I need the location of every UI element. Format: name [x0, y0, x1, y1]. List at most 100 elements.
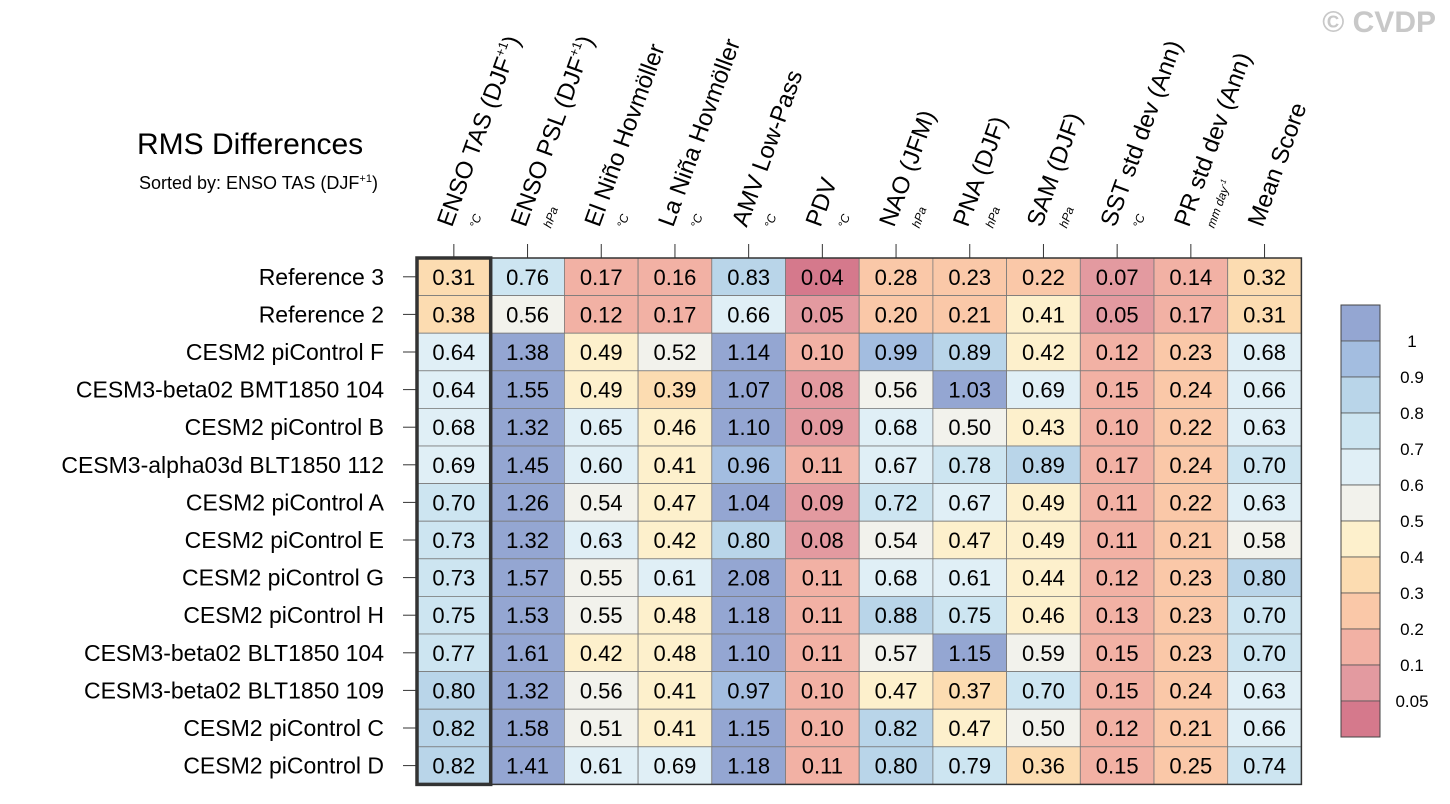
row-label: Reference 3 — [259, 264, 384, 290]
cell-value-label: 0.41 — [654, 453, 697, 478]
heatmap-cell — [637, 671, 713, 710]
column-unit: °C — [688, 212, 706, 230]
cell-value-label: 0.36 — [1022, 754, 1065, 779]
cell-value-label: 0.80 — [1243, 566, 1286, 591]
column-label: SAM (DJF) — [1022, 109, 1088, 230]
cell-value-label: 0.65 — [580, 415, 623, 440]
heatmap-cell — [1227, 633, 1302, 672]
column-label: La Niña Hovmöller — [653, 35, 746, 230]
heatmap-cell — [416, 746, 492, 785]
cell-value-label: 0.11 — [802, 453, 843, 478]
cell-value-label: 0.70 — [1243, 453, 1286, 478]
heatmap-cell — [637, 596, 713, 635]
cell-value-label: 1.41 — [506, 754, 549, 779]
heatmap-cell — [1006, 633, 1081, 672]
heatmap-cell — [1079, 483, 1155, 522]
colorbar-segment — [1340, 700, 1381, 738]
cell-value-label: 0.47 — [948, 716, 991, 741]
cell-value-label: 0.69 — [432, 453, 475, 478]
heatmap-cell — [1153, 257, 1229, 296]
cell-value-label: 0.80 — [875, 754, 918, 779]
cell-value-label: 0.24 — [1169, 453, 1212, 478]
heatmap-cell — [1006, 746, 1081, 785]
cell-value-label: 1.15 — [727, 716, 770, 741]
cell-value-label: 2.08 — [727, 566, 770, 591]
cell-value-label: 0.69 — [654, 754, 697, 779]
heatmap-cell — [858, 257, 934, 296]
colorbar-tick-label: 0.6 — [1400, 476, 1424, 495]
cell-value-label: 0.12 — [1096, 340, 1139, 365]
cell-value-label: 0.52 — [654, 340, 697, 365]
heatmap-cell — [1227, 257, 1302, 296]
cell-value-label: 0.42 — [580, 641, 623, 666]
heatmap-cell — [637, 445, 713, 484]
cell-value-label: 0.10 — [1096, 415, 1139, 440]
cell-value-label: 0.42 — [1022, 340, 1065, 365]
heatmap-cell — [490, 407, 565, 447]
heatmap-cell — [564, 558, 639, 597]
cell-value-label: 1.55 — [506, 378, 549, 403]
heatmap-cell — [785, 332, 860, 372]
colorbar-tick-label: 0.9 — [1400, 368, 1424, 387]
colorbar-segment — [1340, 520, 1381, 558]
cell-value-label: 0.51 — [580, 716, 623, 741]
cell-value-label: 0.46 — [1022, 603, 1065, 628]
row-label: CESM3-alpha03d BLT1850 112 — [61, 452, 384, 478]
heatmap-cell — [858, 633, 934, 672]
cell-value-label: 0.68 — [875, 415, 918, 440]
row-label: CESM2 piControl H — [183, 602, 384, 628]
cell-value-label: 0.15 — [1096, 678, 1139, 703]
cell-value-label: 0.61 — [948, 566, 991, 591]
cell-value-label: 0.73 — [432, 566, 475, 591]
cell-value-label: 0.89 — [1022, 453, 1065, 478]
cell-value-label: 0.41 — [654, 678, 697, 703]
cell-value-label: 0.47 — [654, 490, 697, 515]
heatmap-cell — [1006, 483, 1081, 522]
heatmap-cell — [932, 633, 1008, 672]
column-unit: hPa — [1056, 205, 1077, 230]
heatmap-cell — [1153, 671, 1229, 710]
heatmap-cell — [932, 257, 1008, 296]
cell-value-label: 0.63 — [1243, 490, 1286, 515]
colorbar-tick-label: 0.05 — [1395, 692, 1428, 711]
colorbar-segment — [1340, 448, 1381, 486]
cell-value-label: 0.49 — [1022, 490, 1065, 515]
row-label: CESM2 piControl B — [185, 414, 384, 440]
cell-value-label: 0.74 — [1243, 754, 1286, 779]
cell-value-label: 0.07 — [1096, 265, 1139, 290]
heatmap-cell — [1079, 633, 1155, 672]
cell-value-label: 0.41 — [1022, 302, 1065, 327]
colorbar-segment — [1340, 592, 1381, 630]
cell-value-label: 0.14 — [1169, 265, 1212, 290]
heatmap-cell — [490, 596, 565, 635]
cell-value-label: 0.78 — [948, 453, 991, 478]
heatmap-cell — [1227, 708, 1302, 748]
column-header: SAM (DJF)hPa — [1022, 109, 1088, 230]
cell-value-label: 1.04 — [727, 490, 770, 515]
column-unit: °C — [835, 212, 853, 230]
cell-value-label: 0.66 — [1243, 378, 1286, 403]
cell-value-label: 0.39 — [654, 378, 697, 403]
cell-value-label: 0.73 — [432, 528, 475, 553]
heatmap-cell — [1153, 295, 1229, 334]
heatmap-cell — [1006, 445, 1081, 484]
heatmap-cell — [858, 671, 934, 710]
heatmap-cell — [858, 332, 934, 372]
cell-value-label: 1.57 — [506, 566, 549, 591]
cell-value-label: 0.70 — [1243, 641, 1286, 666]
cell-value-label: 0.22 — [1022, 265, 1065, 290]
cell-value-label: 0.61 — [654, 566, 697, 591]
heatmap-cell — [1153, 596, 1229, 635]
colorbar-segment — [1340, 304, 1381, 342]
heatmap-cell — [1153, 633, 1229, 672]
cell-value-label: 0.12 — [580, 302, 623, 327]
heatmap-cell — [564, 483, 639, 522]
heatmap-cell — [858, 483, 934, 522]
cell-value-label: 1.58 — [506, 716, 549, 741]
heatmap-cell — [1153, 558, 1229, 597]
heatmap-cell — [1079, 708, 1155, 748]
cell-value-label: 0.82 — [432, 716, 475, 741]
column-unit: °C — [614, 212, 632, 230]
cell-value-label: 0.42 — [654, 528, 697, 553]
